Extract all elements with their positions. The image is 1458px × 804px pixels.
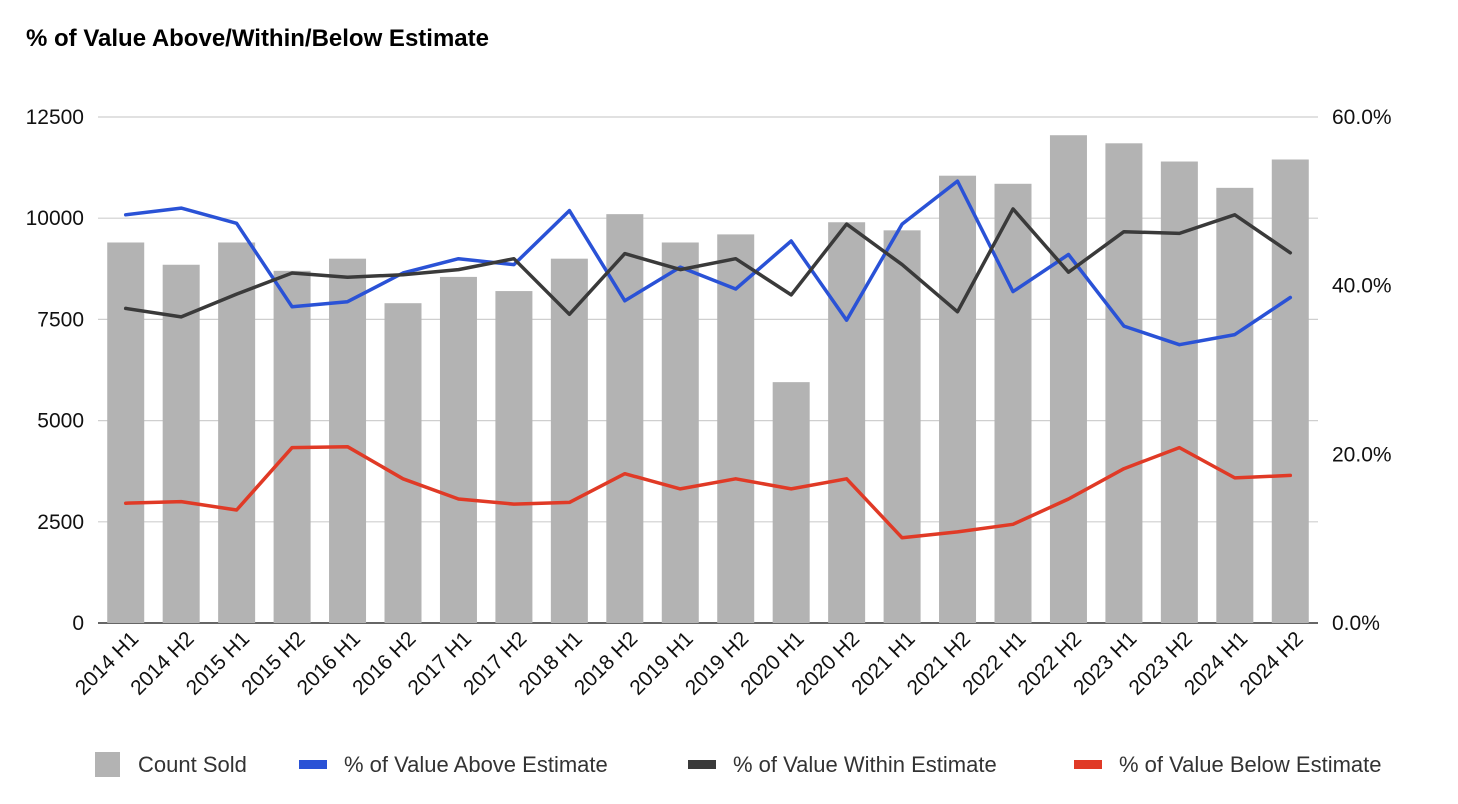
bar-series	[107, 135, 1309, 624]
bar	[828, 222, 866, 624]
bar	[107, 242, 145, 623]
legend-swatch	[299, 760, 327, 769]
bar	[439, 276, 477, 623]
bar	[218, 242, 256, 623]
bar	[772, 382, 810, 623]
chart-title: % of Value Above/Within/Below Estimate	[26, 25, 489, 52]
bar	[717, 234, 755, 623]
right-tick-label: 20.0%	[1332, 443, 1392, 466]
series-line	[123, 179, 1293, 347]
legend: Count Sold % of Value Above Estimate % of …	[95, 752, 1382, 777]
bar	[495, 291, 533, 623]
bar	[1049, 135, 1087, 623]
bar	[1160, 161, 1198, 623]
legend-label: % of Value Within Estimate	[733, 752, 997, 777]
line-series	[123, 179, 1293, 540]
right-axis: 0.0% 20.0% 40.0% 60.0%	[1332, 106, 1392, 635]
legend-label: % of Value Above Estimate	[344, 752, 608, 777]
left-axis: 0 2500 5000 7500 10000 12500	[26, 106, 84, 635]
left-tick-label: 7500	[37, 308, 84, 331]
series-line	[123, 207, 1293, 319]
left-tick-label: 12500	[26, 106, 84, 129]
legend-label: % of Value Below Estimate	[1119, 752, 1382, 777]
bar	[661, 242, 699, 623]
bar	[1216, 187, 1254, 623]
bar	[939, 175, 977, 624]
left-tick-label: 2500	[37, 511, 84, 534]
left-tick-label: 5000	[37, 410, 84, 433]
bar	[1271, 159, 1309, 623]
legend-swatch	[1074, 760, 1102, 769]
bar	[329, 258, 367, 623]
right-tick-label: 60.0%	[1332, 106, 1392, 129]
legend-swatch	[688, 760, 716, 769]
legend-label: Count Sold	[138, 752, 247, 777]
left-tick-label: 0	[72, 612, 84, 635]
left-tick-label: 10000	[26, 207, 84, 230]
right-tick-label: 0.0%	[1332, 612, 1380, 635]
bar	[550, 258, 588, 623]
bar	[384, 303, 422, 623]
bar	[883, 230, 921, 623]
legend-swatch	[95, 752, 120, 777]
bar	[994, 183, 1032, 624]
bar	[1105, 143, 1143, 623]
right-tick-label: 40.0%	[1332, 275, 1392, 298]
series-line	[123, 444, 1293, 540]
bar	[606, 214, 644, 624]
bar	[162, 264, 200, 623]
